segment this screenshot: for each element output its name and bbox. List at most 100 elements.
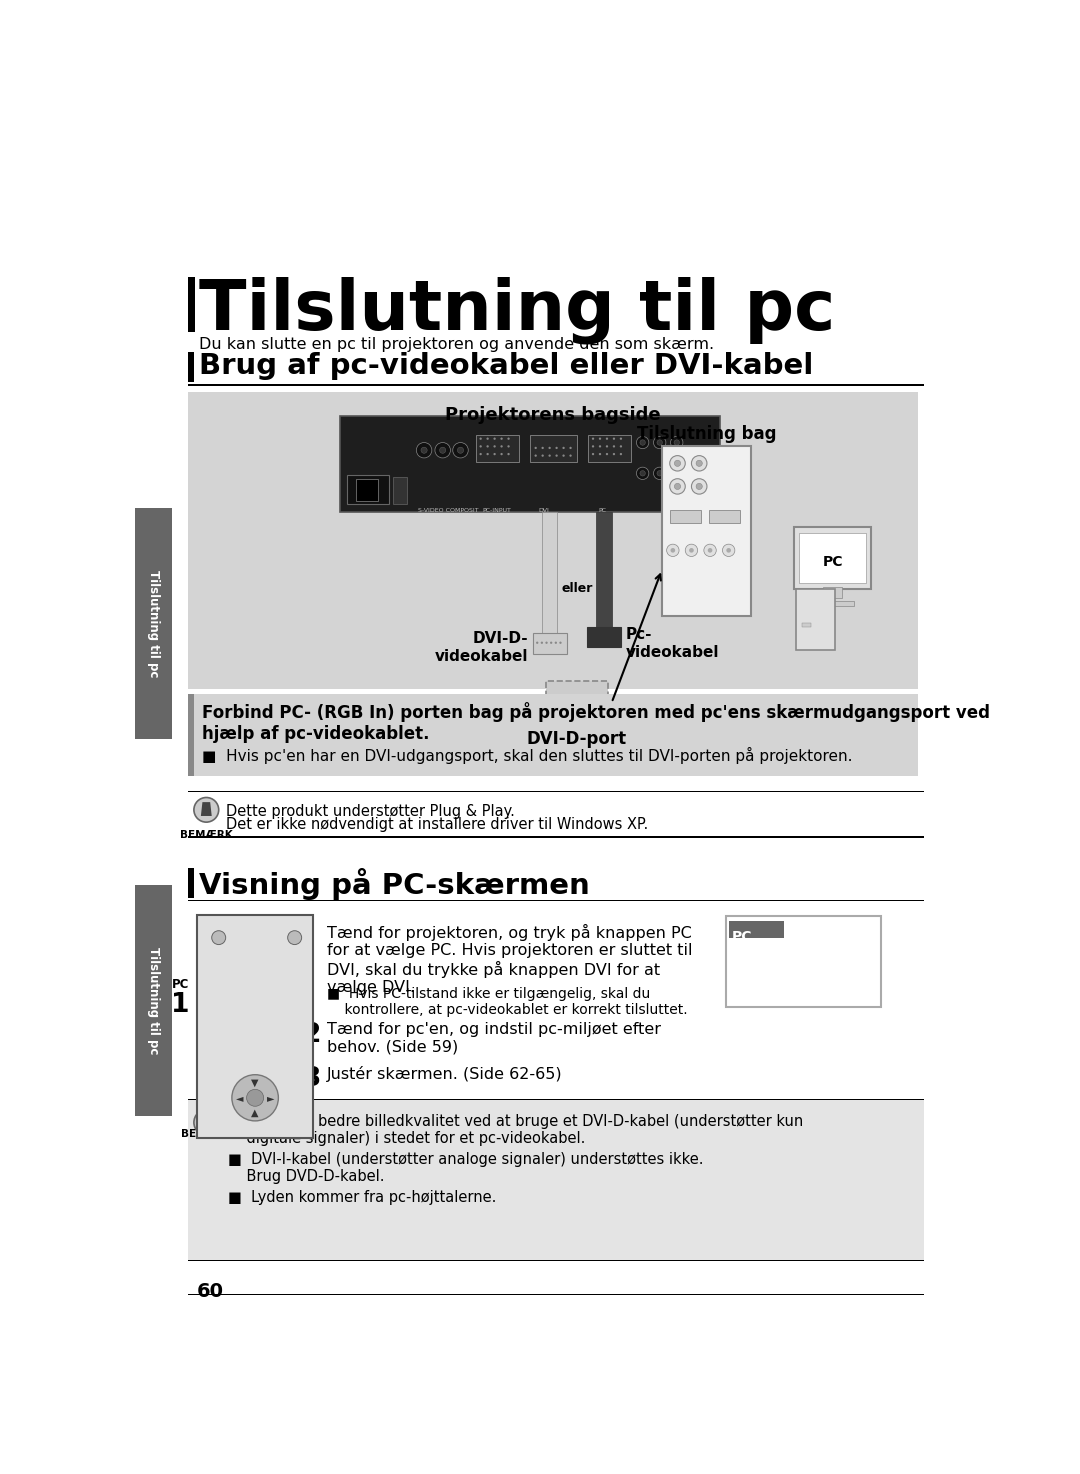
Bar (356, 479, 378, 501)
Text: 3: 3 (302, 1066, 321, 1092)
Circle shape (494, 445, 496, 448)
Bar (708, 510, 740, 523)
Polygon shape (202, 1113, 213, 1131)
Text: eller: eller (562, 582, 593, 595)
Text: DVI-D-port: DVI-D-port (527, 730, 626, 747)
Bar (188, 352, 194, 382)
Text: Tilslutning til pc: Tilslutning til pc (147, 570, 160, 677)
Circle shape (486, 445, 489, 448)
Bar (243, 989, 268, 998)
Circle shape (671, 548, 675, 553)
Circle shape (246, 1089, 264, 1107)
Circle shape (657, 439, 662, 445)
Circle shape (500, 438, 502, 439)
Bar (274, 989, 299, 998)
Text: Brug af pc-videokabel eller DVI-kabel: Brug af pc-videokabel eller DVI-kabel (199, 352, 813, 380)
Circle shape (606, 438, 608, 439)
Circle shape (697, 483, 702, 489)
Text: ON: ON (211, 917, 222, 926)
Bar (210, 1036, 235, 1045)
Circle shape (583, 696, 586, 699)
Circle shape (612, 438, 616, 439)
Bar (823, 587, 841, 598)
Circle shape (577, 708, 580, 710)
Bar (532, 632, 567, 654)
Circle shape (577, 696, 580, 699)
Circle shape (570, 696, 573, 699)
Text: DVI-D-
videokabel: DVI-D- videokabel (434, 631, 528, 663)
Circle shape (670, 455, 685, 472)
Circle shape (723, 544, 734, 557)
Text: Tilslutning bag: Tilslutning bag (637, 425, 777, 442)
Text: ▲: ▲ (252, 1108, 259, 1119)
Text: PC: PC (822, 554, 842, 569)
Circle shape (440, 447, 446, 454)
Text: Forbind PC- (RGB In) porten bag på projektoren med pc'ens skærmudgangsport ved
h: Forbind PC- (RGB In) porten bag på proje… (202, 702, 989, 743)
Text: INSTALL: INSTALL (274, 1036, 295, 1042)
Circle shape (595, 696, 598, 699)
Circle shape (612, 453, 616, 455)
Text: ▼: ▼ (252, 1077, 259, 1088)
Circle shape (565, 696, 567, 699)
Circle shape (620, 453, 622, 455)
Text: Tænd for projektoren, og tryk på knappen PC
for at vælge PC. Hvis projektoren er: Tænd for projektoren, og tryk på knappen… (327, 924, 692, 995)
Circle shape (287, 930, 301, 945)
Text: ■  Hvis pc'en har en DVI-udgangsport, skal den sluttes til DVI-porten på projekt: ■ Hvis pc'en har en DVI-udgangsport, ska… (202, 747, 852, 764)
Text: S-VIDEO: S-VIDEO (245, 991, 267, 995)
Circle shape (194, 797, 218, 822)
Circle shape (565, 708, 567, 710)
Circle shape (494, 438, 496, 439)
Bar (799, 532, 866, 584)
Text: PMODE: PMODE (245, 1020, 262, 1024)
Circle shape (563, 447, 565, 450)
Circle shape (727, 548, 731, 553)
Bar (188, 901, 924, 902)
Circle shape (606, 445, 608, 448)
Circle shape (545, 641, 548, 644)
Bar (726, 915, 880, 1007)
Text: S-VIDEO COMPOSIT: S-VIDEO COMPOSIT (418, 509, 478, 513)
Circle shape (421, 447, 428, 454)
Text: PC: PC (732, 930, 753, 943)
Bar (188, 1100, 924, 1262)
Circle shape (550, 641, 552, 644)
Circle shape (606, 453, 608, 455)
Bar (340, 416, 720, 511)
Circle shape (707, 548, 713, 553)
Bar (241, 955, 269, 963)
Bar (586, 628, 621, 647)
Circle shape (549, 447, 551, 450)
Circle shape (569, 447, 571, 450)
Circle shape (595, 708, 598, 710)
Text: 2: 2 (302, 1023, 321, 1048)
Circle shape (480, 438, 482, 439)
Text: Det er ikke nødvendigt at installere driver til Windows XP.: Det er ikke nødvendigt at installere dri… (227, 817, 649, 831)
Circle shape (636, 436, 649, 448)
Bar (213, 973, 238, 982)
Circle shape (636, 467, 649, 479)
Polygon shape (201, 802, 212, 817)
Circle shape (211, 1057, 227, 1073)
Circle shape (535, 454, 537, 457)
Text: ■  DVI-I-kabel (understøtter analoge signaler) understøttes ikke.
    Brug DVD-D: ■ DVI-I-kabel (understøtter analoge sign… (228, 1151, 703, 1184)
Bar (476, 435, 518, 461)
Circle shape (552, 696, 555, 699)
Circle shape (640, 470, 646, 476)
Circle shape (480, 453, 482, 455)
Bar (188, 694, 918, 775)
Circle shape (598, 438, 602, 439)
Circle shape (508, 438, 510, 439)
Text: Tilslutning til pc: Tilslutning til pc (147, 948, 160, 1054)
Bar (213, 989, 238, 998)
Circle shape (570, 708, 573, 710)
Circle shape (670, 479, 685, 494)
Circle shape (583, 708, 586, 710)
Text: Justér skærmen. (Side 62-65): Justér skærmen. (Side 62-65) (327, 1066, 563, 1082)
Bar (811, 601, 854, 606)
Text: VKEYSTONE: VKEYSTONE (239, 1036, 268, 1042)
Text: DVI: DVI (282, 991, 292, 995)
Circle shape (592, 445, 594, 448)
Text: ■  Opnå en bedre billedkvalitet ved at bruge et DVI-D-kabel (understøtter kun
  : ■ Opnå en bedre billedkvalitet ved at br… (228, 1111, 804, 1147)
Bar (393, 478, 407, 504)
Bar (347, 475, 389, 504)
